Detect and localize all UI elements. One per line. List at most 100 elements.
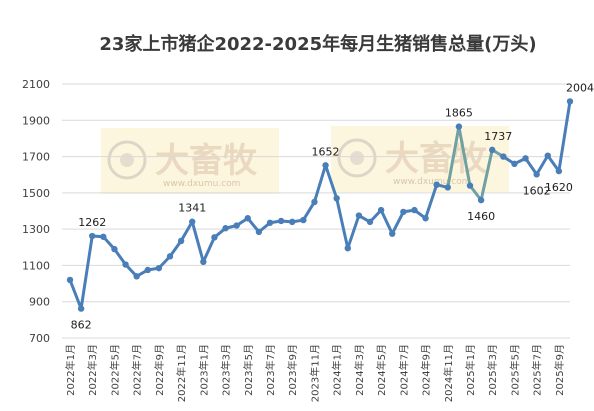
data-point <box>533 171 540 178</box>
line-segment <box>457 125 472 188</box>
data-point <box>66 276 74 284</box>
x-axis-ticks: 2022年1月 2022年3月 2022年5月 2022年7月 2022年9月 2022年… <box>64 344 566 402</box>
y-tick-label: 1100 <box>22 259 50 272</box>
data-point <box>322 162 329 169</box>
line-segment <box>179 220 194 243</box>
data-point <box>566 98 574 105</box>
line-segment <box>479 148 494 202</box>
chart-title: 23家上市猪企2022-2025年每月生猪销售总量(万头) <box>99 33 536 55</box>
data-point <box>422 215 429 222</box>
data-point <box>366 218 374 226</box>
x-tick-label: 2022年9月 <box>153 344 166 396</box>
data-point <box>355 212 363 219</box>
x-tick-label: 2022年3月 <box>86 344 99 396</box>
data-point <box>189 218 196 225</box>
y-tick-label: 1300 <box>22 223 50 236</box>
data-point <box>289 218 296 226</box>
x-tick-label: 2023年3月 <box>220 344 233 396</box>
watermark-text: 大畜牧 <box>155 141 258 181</box>
y-tick-label: 2100 <box>22 78 50 91</box>
x-tick-label: 2024年11月 <box>442 344 455 402</box>
data-point <box>266 219 274 226</box>
data-label: 1737 <box>484 130 512 143</box>
x-tick-label: 2023年1月 <box>197 344 210 396</box>
data-label: 1262 <box>78 216 106 229</box>
x-tick-label: 2023年9月 <box>286 344 299 396</box>
data-point <box>222 225 229 232</box>
watermark-text: 大畜牧 <box>385 139 488 179</box>
y-tick-label: 1700 <box>22 151 50 164</box>
data-point <box>500 153 507 160</box>
data-label: 862 <box>71 319 92 332</box>
data-label: 1602 <box>523 184 551 197</box>
data-point <box>344 244 351 252</box>
data-label: 1341 <box>178 202 206 215</box>
x-tick-label: 2024年9月 <box>420 344 433 396</box>
data-label: 1865 <box>445 107 473 120</box>
x-tick-label: 2023年11月 <box>308 344 321 402</box>
watermark-logo-dot-icon <box>350 151 364 165</box>
data-label: 1460 <box>467 210 495 223</box>
data-point <box>455 123 463 130</box>
data-point <box>100 233 107 240</box>
watermark-url: www.dxumu.com <box>163 179 240 189</box>
line-segment <box>390 210 405 236</box>
y-tick-label: 1500 <box>22 187 50 200</box>
watermark-url: www.dxumu.com <box>393 177 470 187</box>
watermark-logo-dot-icon <box>120 153 134 167</box>
x-tick-label: 2023年7月 <box>264 344 277 396</box>
data-point <box>211 234 218 241</box>
line-segment <box>446 125 461 189</box>
x-tick-label: 2024年1月 <box>331 344 344 396</box>
data-point <box>377 206 385 214</box>
line-segment <box>79 234 94 311</box>
data-point <box>300 216 307 224</box>
data-point <box>544 152 551 159</box>
x-tick-label: 2024年5月 <box>375 344 388 396</box>
x-tick-label: 2022年1月 <box>64 344 77 396</box>
data-label: 1652 <box>312 145 340 158</box>
data-point <box>244 215 251 222</box>
data-point <box>255 228 263 236</box>
line-segment <box>335 196 350 250</box>
data-point <box>411 206 418 214</box>
data-point <box>555 167 563 175</box>
line-segment <box>557 99 572 173</box>
data-point <box>89 232 96 240</box>
data-point <box>166 253 174 260</box>
data-point <box>122 261 129 268</box>
data-point <box>433 181 440 188</box>
y-tick-label: 1900 <box>22 114 50 127</box>
data-point <box>522 155 529 162</box>
x-tick-label: 2023年5月 <box>242 344 255 396</box>
x-tick-label: 2024年3月 <box>353 344 366 396</box>
data-point <box>133 273 140 280</box>
data-point <box>144 266 151 274</box>
data-point <box>77 305 85 312</box>
data-point <box>277 217 285 225</box>
x-tick-label: 2022年5月 <box>108 344 121 396</box>
x-tick-label: 2025年5月 <box>508 344 521 396</box>
x-tick-label: 2025年7月 <box>531 344 544 396</box>
line-segment <box>68 278 83 311</box>
series-points <box>66 98 574 312</box>
data-point <box>111 245 118 253</box>
data-point <box>311 198 318 206</box>
line-segment <box>424 183 439 220</box>
data-point <box>511 160 518 168</box>
line-segment <box>524 156 539 176</box>
x-tick-label: 2022年11月 <box>175 344 188 402</box>
line-segment <box>535 154 550 176</box>
data-point <box>155 264 163 272</box>
data-label: 1620 <box>545 181 573 194</box>
y-tick-label: 700 <box>29 332 50 345</box>
watermark-logo-icon <box>337 138 377 178</box>
line-segment <box>190 220 205 264</box>
data-point <box>400 208 407 216</box>
x-tick-label: 2025年3月 <box>486 344 499 396</box>
x-tick-label: 2022年7月 <box>131 344 144 396</box>
